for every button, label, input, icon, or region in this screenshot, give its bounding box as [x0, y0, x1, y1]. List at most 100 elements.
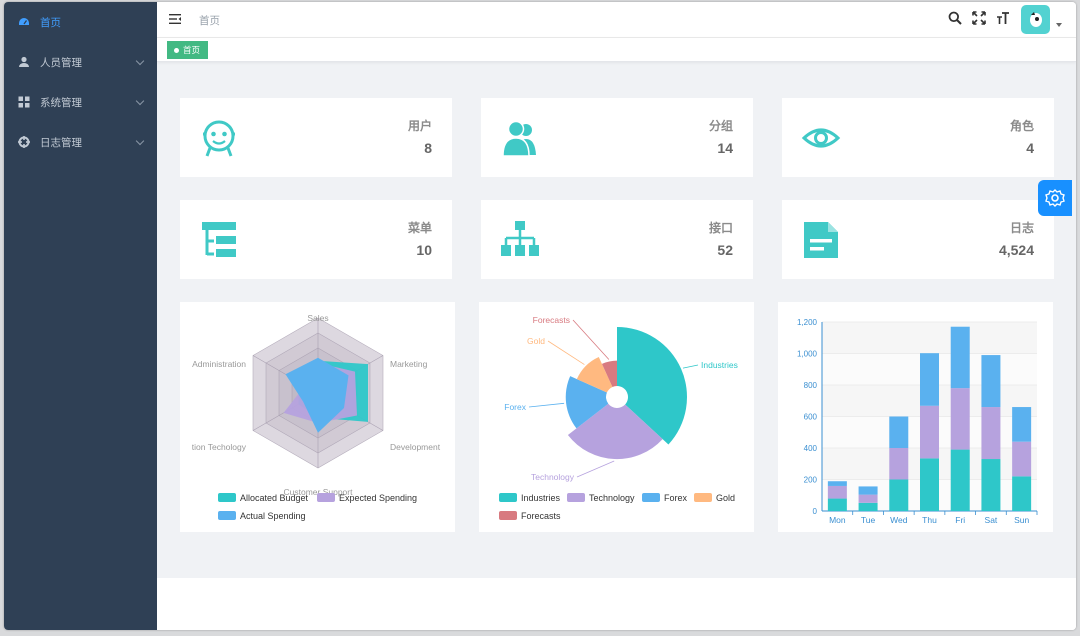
legend-label: Expected Spending [339, 493, 417, 503]
sidebar-item-home[interactable]: 首页 [4, 2, 157, 42]
legend-swatch [499, 511, 517, 520]
legend-label: Actual Spending [240, 511, 306, 521]
pie-label-line [547, 340, 585, 365]
pie-slice [567, 403, 663, 460]
legend-swatch [218, 493, 236, 502]
settings-button[interactable] [1038, 180, 1072, 216]
tree-list-icon [202, 222, 236, 257]
bar-segment [1012, 407, 1032, 442]
chevron-down-icon [135, 56, 145, 66]
pie-slice-label: Gold [527, 336, 545, 346]
pie-slice [601, 360, 617, 387]
legend-swatch [642, 493, 660, 502]
card-apis[interactable]: 接口 52 [481, 200, 753, 279]
font-size-icon[interactable] [996, 11, 1010, 25]
radar-clip-right [443, 302, 455, 532]
sidebar-item-system[interactable]: 系统管理 [4, 82, 157, 122]
y-tick-label: 1,200 [797, 318, 818, 327]
sidebar: 首页 人员管理 系统管理 日志管理 [4, 2, 157, 630]
bar-segment [1012, 441, 1032, 477]
card-value: 52 [717, 242, 733, 258]
bar-segment [920, 405, 939, 459]
pie-chart-panel: Industries Technology Forex Gold Forecasts In… [479, 302, 754, 532]
chevron-down-icon [135, 136, 145, 146]
bar-segment [981, 459, 1001, 511]
avatar[interactable] [1021, 5, 1050, 34]
card-roles[interactable]: 角色 4 [782, 98, 1054, 177]
fullscreen-icon[interactable] [972, 11, 986, 25]
radar-indicator-label: Customer Support [284, 487, 354, 497]
bar-segment [827, 485, 847, 499]
sitemap-icon [501, 221, 539, 256]
card-value: 14 [717, 140, 733, 156]
y-tick-label: 800 [804, 381, 818, 390]
robot-face-icon [203, 120, 235, 157]
x-tick-label: Wed [890, 515, 908, 525]
card-value: 4 [1026, 140, 1034, 156]
bar-segment [858, 494, 878, 503]
bar-chart: 0 200 400 600 800 1,000 1,200 Mon Tue Wed Thu Fri Sa… [797, 318, 1038, 525]
sidebar-item-personnel[interactable]: 人员管理 [4, 42, 157, 82]
x-tick-label: Thu [922, 515, 937, 525]
x-tick-label: Sat [985, 515, 998, 525]
legend-label: Industries [521, 493, 561, 503]
y-tick-label: 1,000 [797, 350, 818, 359]
tag-label: 首页 [183, 45, 201, 55]
pie-slice [576, 356, 613, 393]
sidebar-item-label: 日志管理 [40, 136, 82, 149]
legend-swatch [499, 493, 517, 502]
radar-chart-panel: Sales Marketing Development Customer Suppor… [163, 302, 455, 532]
card-users[interactable]: 用户 8 [180, 98, 452, 177]
legend-label: Forecasts [521, 511, 561, 521]
sidebar-item-logs[interactable]: 日志管理 [4, 122, 157, 162]
pie-chart: Industries Technology Forex Gold Forecasts In… [499, 315, 738, 521]
y-tick-label: 600 [804, 413, 818, 422]
pie-slice-label: Forecasts [533, 315, 570, 325]
card-groups[interactable]: 分组 14 [481, 98, 753, 177]
sidebar-item-label: 首页 [40, 16, 61, 29]
pie-label-line [528, 402, 565, 408]
radar-series-area [285, 357, 349, 433]
search-icon[interactable] [948, 11, 962, 25]
user-icon [19, 56, 29, 67]
radar-indicator-label: Information Techology [180, 442, 247, 452]
card-label: 接口 [708, 221, 733, 235]
card-logs[interactable]: 日志 4,524 [782, 200, 1054, 279]
bar-segment [950, 388, 970, 450]
legend-swatch [567, 493, 585, 502]
caret-down-icon[interactable] [1056, 23, 1062, 27]
x-tick-label: Tue [861, 515, 876, 525]
breadcrumb[interactable]: 首页 [199, 15, 220, 27]
bar-segment [858, 502, 878, 511]
radar-clip-left [180, 302, 192, 532]
bar-chart-panel: 0 200 400 600 800 1,000 1,200 Mon Tue Wed Thu Fri Sa… [778, 302, 1053, 532]
chevron-down-icon [135, 96, 145, 106]
bar-segment [950, 326, 970, 389]
tag-home[interactable]: 首页 [167, 41, 209, 59]
card-value: 8 [424, 140, 432, 156]
dashboard-icon [19, 18, 29, 25]
card-label: 分组 [708, 119, 733, 133]
radar-indicator-label: Development [390, 442, 441, 452]
card-value: 10 [416, 242, 432, 258]
bar-segment [858, 486, 878, 495]
bar-segment [950, 449, 970, 511]
card-menus[interactable]: 菜单 10 [180, 200, 452, 279]
x-tick-label: Sun [1014, 515, 1029, 525]
legend-swatch [317, 493, 335, 502]
bar-segment [827, 481, 847, 486]
hamburger-icon[interactable] [169, 13, 181, 25]
pie-label-line [682, 364, 699, 369]
people-icon [502, 120, 536, 157]
content-footer [157, 578, 1076, 630]
bar-segment [889, 416, 909, 448]
x-tick-label: Fri [955, 515, 965, 525]
card-value: 4,524 [998, 242, 1034, 258]
bar-segment [1012, 476, 1032, 511]
card-label: 角色 [1009, 119, 1034, 133]
radar-indicator-label: Administration [192, 359, 246, 369]
y-tick-label: 0 [813, 507, 818, 516]
bar-segment [920, 458, 939, 511]
radar-indicator-label: Sales [307, 313, 328, 323]
bar-segment [981, 355, 1001, 408]
